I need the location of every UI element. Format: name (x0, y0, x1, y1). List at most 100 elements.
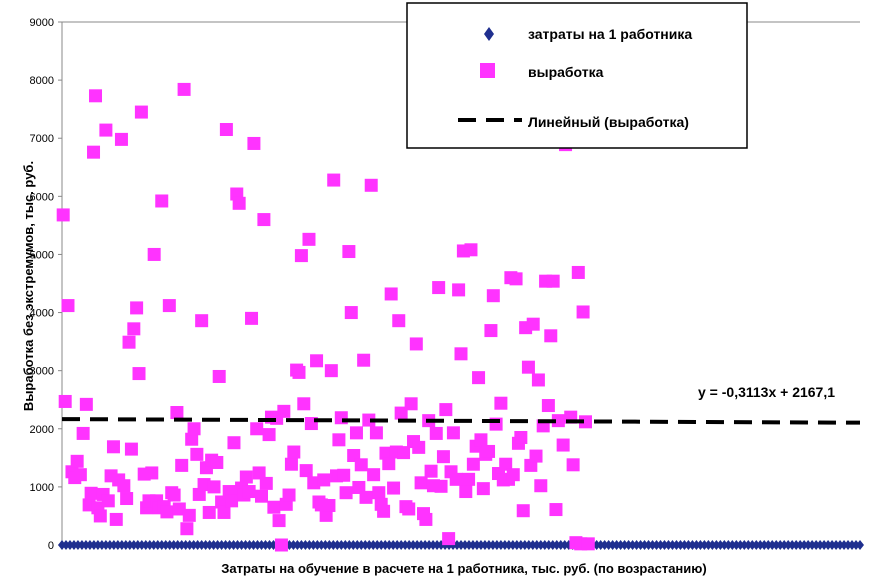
output-point (277, 404, 291, 418)
output-point (529, 449, 543, 463)
output-point (409, 337, 423, 351)
output-point (202, 505, 216, 519)
output-point (362, 413, 376, 427)
output-point (372, 486, 386, 500)
output-point (297, 397, 311, 411)
output-point (114, 132, 128, 146)
output-point (89, 89, 103, 103)
output-point (514, 430, 528, 444)
output-point (130, 301, 144, 315)
output-point (162, 299, 176, 313)
output-point (255, 489, 268, 503)
output-point (287, 445, 301, 459)
output-point (546, 274, 560, 288)
output-point (73, 468, 87, 482)
trendline (61, 417, 861, 425)
output-point (424, 464, 438, 478)
output-point (58, 394, 72, 408)
output-point (382, 457, 396, 471)
output-point (210, 455, 224, 469)
output-point (397, 446, 411, 460)
output-point (506, 468, 520, 482)
output-point (534, 479, 548, 493)
output-point (402, 502, 416, 516)
output-point (147, 247, 161, 261)
output-point (212, 369, 226, 383)
output-point (101, 494, 115, 508)
output-point (302, 232, 316, 246)
output-point (61, 299, 75, 313)
output-point (187, 422, 201, 436)
output-point (307, 476, 321, 490)
trendline-equation: y = -0,3113x + 2167,1 (698, 384, 835, 400)
output-point (387, 481, 401, 495)
legend-diamond-icon (484, 27, 494, 41)
output-point (76, 426, 90, 440)
output-point (509, 272, 523, 286)
output-point (292, 365, 306, 379)
output-point (452, 283, 466, 297)
legend-label-output: выработка (528, 64, 604, 80)
output-point (344, 306, 358, 320)
legend-label-costs: затраты на 1 работника (528, 26, 692, 42)
output-point (364, 178, 378, 192)
y-axis-title: Выработка без экстремумов, тыс. руб. (21, 161, 36, 411)
output-point (70, 454, 84, 468)
output-point (87, 145, 101, 159)
output-point (124, 442, 138, 456)
output-point (182, 508, 196, 522)
output-point (267, 500, 281, 514)
output-point (219, 123, 233, 137)
y-tick-label: 9000 (30, 17, 54, 29)
output-point (576, 305, 590, 319)
output-point (369, 426, 383, 440)
output-point (367, 468, 381, 482)
output-point (541, 399, 555, 413)
output-point (127, 322, 141, 336)
output-point (79, 397, 93, 411)
output-point (392, 314, 406, 328)
y-tick-label: 5000 (30, 249, 54, 261)
output-point (349, 426, 363, 440)
output-point (486, 289, 500, 303)
output-point (394, 406, 408, 420)
output-point (531, 373, 545, 387)
output-point (337, 468, 351, 482)
output-point (122, 335, 136, 349)
output-point (352, 480, 366, 494)
y-tick-label: 0 (48, 540, 54, 552)
output-point (160, 505, 174, 519)
y-tick-label: 7000 (30, 133, 54, 145)
output-point (195, 314, 209, 328)
output-point (359, 490, 373, 504)
output-point (145, 466, 159, 480)
output-point (449, 472, 463, 486)
y-tick-label: 3000 (30, 366, 54, 378)
y-tick-label: 2000 (30, 424, 54, 436)
output-point (120, 492, 134, 506)
output-point (521, 360, 535, 374)
output-point (462, 472, 476, 486)
output-point (439, 403, 453, 417)
output-point (117, 479, 131, 493)
output-point (232, 196, 246, 210)
output-point (167, 488, 181, 502)
output-point (332, 433, 346, 447)
x-axis-title: Затраты на обучение в расчете на 1 работ… (221, 561, 706, 576)
output-point (217, 505, 231, 519)
output-point (476, 482, 490, 496)
output-point (262, 428, 276, 442)
output-point (454, 347, 468, 361)
output-point (259, 476, 273, 490)
output-point (581, 537, 595, 551)
plot-area: 0 1000 2000 3000 4000 5000 6000 7000 8000 9000 y … (30, 17, 864, 552)
output-point (190, 447, 204, 461)
costs-point (856, 540, 864, 550)
output-point (247, 136, 261, 150)
output-point (317, 473, 331, 487)
output-point (284, 457, 298, 471)
output-point (432, 281, 446, 295)
y-tick-label: 8000 (30, 75, 54, 87)
output-point (170, 406, 184, 420)
output-point (414, 476, 428, 490)
